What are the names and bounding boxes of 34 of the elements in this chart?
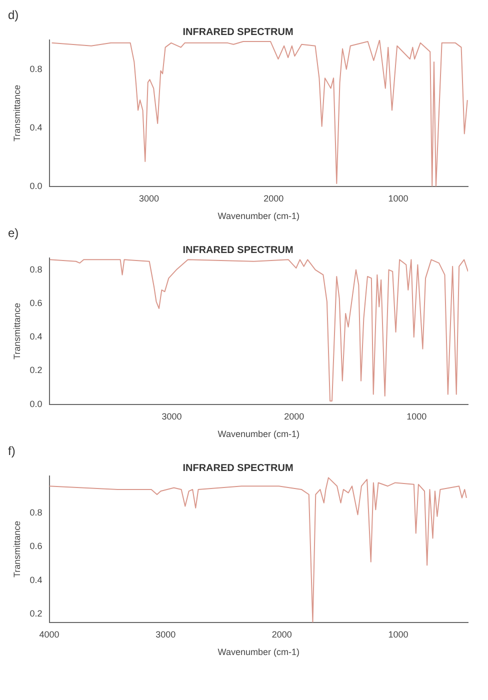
y-axis-title: Transmittance — [12, 84, 22, 142]
y-tick-label: 0.4 — [30, 574, 42, 585]
x-tick-label: 4000 — [39, 629, 60, 640]
x-tick-label: 3000 — [162, 411, 182, 422]
y-tick-label: 0.2 — [30, 365, 42, 376]
chart-title: INFRARED SPECTRUM — [182, 26, 294, 38]
y-tick-label: 0.6 — [30, 298, 42, 308]
x-axis-title: Wavenumber (cm-1) — [218, 211, 300, 222]
x-axis-title: Wavenumber (cm-1) — [218, 647, 300, 658]
x-tick-label: 3000 — [138, 193, 160, 204]
x-tick-label: 3000 — [156, 629, 176, 640]
chart-title: INFRARED SPECTRUM — [182, 244, 294, 256]
y-axis-title: Transmittance — [12, 302, 22, 360]
x-axis-title: Wavenumber (cm-1) — [218, 429, 300, 440]
y-tick-label: 0.8 — [30, 264, 42, 274]
x-tick-label: 2000 — [264, 193, 284, 204]
y-tick-label: 0.4 — [30, 122, 42, 132]
y-tick-label: 0.2 — [30, 608, 42, 618]
text: f) — [8, 444, 16, 460]
x-tick-label: 1000 — [388, 629, 408, 640]
x-tick-label: 1000 — [406, 411, 427, 422]
y-axis-title: Transmittance — [12, 520, 22, 578]
x-tick-label: 1000 — [388, 193, 408, 204]
y-tick-label: 0.8 — [30, 64, 42, 74]
text: d) — [8, 8, 20, 24]
x-tick-label: 2000 — [272, 629, 292, 640]
x-tick-label: 2000 — [284, 411, 304, 422]
y-tick-label: 0.0 — [30, 180, 42, 191]
y-tick-label: 0.0 — [30, 398, 42, 409]
y-tick-label: 0.6 — [30, 541, 42, 552]
text: e) — [8, 226, 20, 242]
chart-title: INFRARED SPECTRUM — [182, 462, 294, 474]
y-tick-label: 0.4 — [30, 332, 42, 342]
y-tick-label: 0.8 — [30, 508, 42, 518]
